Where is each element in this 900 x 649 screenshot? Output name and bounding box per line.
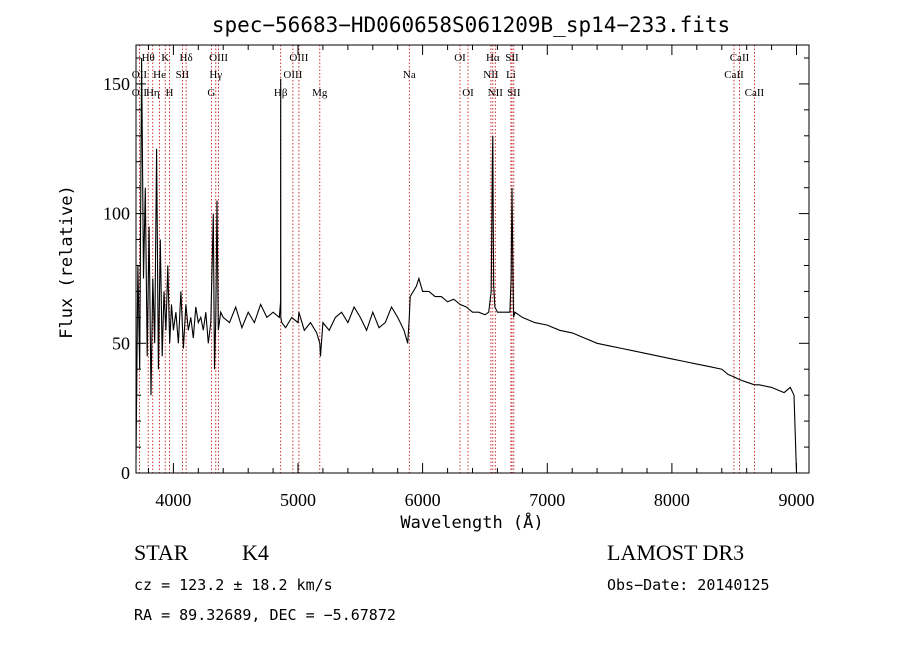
spectrum-series-line [135,57,798,474]
y-tick-label: 0 [121,463,130,483]
x-tick-label: 4000 [155,490,191,510]
y-tick-label: 150 [103,74,130,94]
spectral-line-label: OII [132,69,148,81]
spectral-line-label: OI [462,87,474,99]
coordinates: RA = 89.32689, DEC = −5.67872 [134,606,396,624]
spectral-line-label: OI [454,52,466,64]
x-tick-label: 5000 [280,490,316,510]
y-axis-label: Flux (relative) [57,185,77,339]
x-tick-label: 7000 [529,490,565,510]
x-tick-label: 9000 [779,490,815,510]
spectral-line-label: OIII [209,52,228,64]
spectral-line-label: Hγ [209,69,222,81]
spectral-line-label: CaII [724,69,744,81]
x-tick-label: 8000 [654,490,690,510]
plot-area-frame [135,44,810,474]
x-tick-label: 6000 [405,490,441,510]
spectral-line-label: Hδ [180,52,193,64]
spectral-line-label: Hα [486,52,500,64]
y-tick-label: 100 [103,204,130,224]
redshift-info: cz = 123.2 ± 18.2 km/s [134,576,333,594]
x-axis-ticks: 4000 5000 6000 7000 8000 9000 [148,45,815,510]
y-tick-label: 50 [112,333,130,353]
spectral-line-label: SII [176,69,190,81]
object-subclass: K4 [242,540,269,565]
spectral-line-label: Na [403,69,416,81]
spectral-line-label: Hη [146,87,160,99]
spectral-line-label: CaII [745,87,765,99]
spectral-line-labels: Hθ K Hδ OIII OIII OI Hα SII CaII OII He SII Hγ OIII Na… [132,52,765,99]
chart-title: spec−56683−HD060658S061209B_sp14−233.fit… [212,13,730,37]
spectral-line-label: SII [505,52,519,64]
spectral-line-label: OIII [289,52,308,64]
spectral-line-label: NII [483,69,499,81]
x-axis-label: Wavelength (Å) [400,511,543,533]
spectral-line-label: Li [506,69,516,81]
spectral-line-label: He [153,69,166,81]
object-class: STAR [134,540,189,565]
survey-name: LAMOST DR3 [607,540,744,565]
spectral-line-label: K [161,52,169,64]
spectral-line-label: Mg [312,87,328,99]
spectral-line-label: G [207,87,215,99]
spectral-line-label: SII [507,87,521,99]
spectral-line-label: H [166,87,174,99]
spectral-line-label: NII [488,87,504,99]
spectral-line-label: CaII [730,52,750,64]
spectral-line-markers [138,45,755,473]
spectral-line-label: OIII [283,69,302,81]
spectral-line-label: Hθ [142,52,155,64]
y-axis-ticks: 0 50 100 150 [103,57,809,483]
obs-date: Obs−Date: 20140125 [607,576,770,594]
